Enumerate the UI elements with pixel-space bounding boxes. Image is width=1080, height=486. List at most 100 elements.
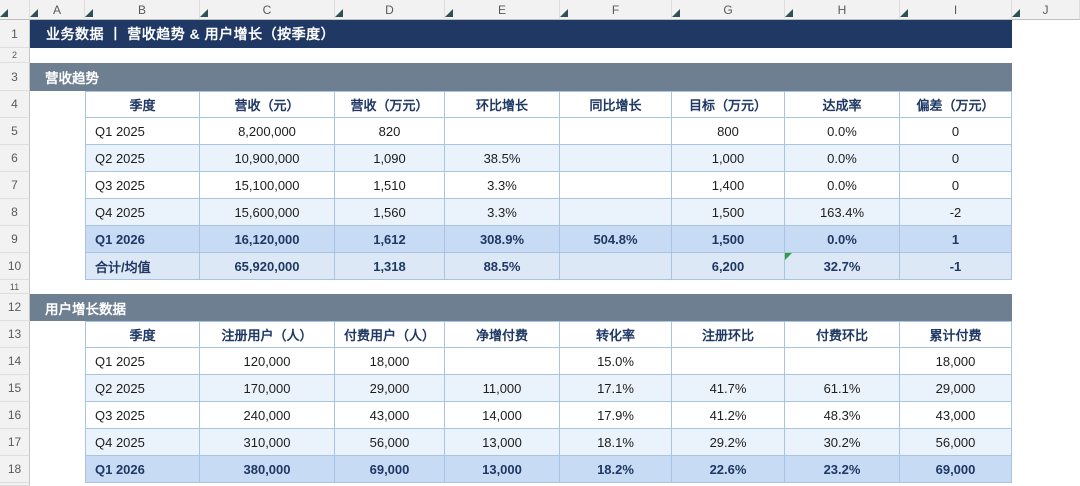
row-header-15[interactable]: 15	[0, 375, 30, 402]
cell[interactable]: 310,000	[200, 429, 335, 456]
cell[interactable]: 1,000	[672, 145, 785, 172]
cell[interactable]: Q4 2025	[85, 429, 200, 456]
cell[interactable]	[85, 280, 1067, 294]
cell[interactable]: Q1 2026	[85, 456, 200, 483]
cell[interactable]: 8,200,000	[200, 118, 335, 145]
cell[interactable]: 13,000	[445, 429, 560, 456]
cell[interactable]: 偏差（万元）	[900, 91, 1012, 118]
cell[interactable]: 1,612	[335, 226, 445, 253]
cell[interactable]: 营收（万元）	[335, 91, 445, 118]
cell[interactable]	[30, 483, 85, 486]
cell[interactable]: 29.2%	[672, 429, 785, 456]
cell[interactable]	[1012, 226, 1080, 253]
cell[interactable]: 56,000	[900, 429, 1012, 456]
cell[interactable]	[30, 456, 85, 483]
cell[interactable]	[1012, 199, 1080, 226]
cell[interactable]: 3.3%	[445, 172, 560, 199]
cell[interactable]: 240,000	[200, 402, 335, 429]
cell[interactable]: 14,000	[445, 402, 560, 429]
cell[interactable]: -1	[900, 253, 1012, 280]
cell[interactable]: 69,000	[900, 456, 1012, 483]
column-header-F[interactable]: F	[560, 0, 672, 20]
cell[interactable]	[1012, 402, 1080, 429]
cell[interactable]	[30, 199, 85, 226]
cell[interactable]: 0.0%	[785, 118, 900, 145]
cell[interactable]	[30, 172, 85, 199]
cell[interactable]: 41.7%	[672, 375, 785, 402]
cell[interactable]: 29,000	[900, 375, 1012, 402]
row-header-18[interactable]: 18	[0, 456, 30, 483]
cell[interactable]	[30, 91, 85, 118]
cell[interactable]	[1067, 280, 1080, 294]
cell[interactable]: 合计/均值	[85, 253, 200, 280]
cell[interactable]: 43,000	[900, 402, 1012, 429]
cell[interactable]	[1012, 20, 1080, 48]
cell[interactable]: 163.4%	[785, 199, 900, 226]
cell[interactable]	[1012, 429, 1080, 456]
cell[interactable]: 同比增长	[560, 91, 672, 118]
cell[interactable]: 注册用户（人）	[200, 321, 335, 348]
row-header-11[interactable]: 11	[0, 280, 30, 294]
cell[interactable]: 3.3%	[445, 199, 560, 226]
cell[interactable]: 16,120,000	[200, 226, 335, 253]
cell[interactable]: 11,000	[445, 375, 560, 402]
cell[interactable]	[560, 145, 672, 172]
cell[interactable]	[30, 402, 85, 429]
cell[interactable]: 营收（元）	[200, 91, 335, 118]
cell[interactable]: 18,000	[900, 348, 1012, 375]
column-header-D[interactable]: D	[335, 0, 445, 20]
column-header-G[interactable]: G	[672, 0, 785, 20]
cell[interactable]: Q2 2025	[85, 375, 200, 402]
cell[interactable]: 1,560	[335, 199, 445, 226]
column-header-B[interactable]: B	[85, 0, 200, 20]
cell[interactable]: 1,400	[672, 172, 785, 199]
cell[interactable]: 380,000	[200, 456, 335, 483]
row-header-6[interactable]: 6	[0, 145, 30, 172]
cell[interactable]	[30, 226, 85, 253]
cell[interactable]	[30, 280, 85, 294]
cell[interactable]: 800	[672, 118, 785, 145]
cell[interactable]: -2	[900, 199, 1012, 226]
cell[interactable]	[445, 118, 560, 145]
cell[interactable]: 17.1%	[560, 375, 672, 402]
cell[interactable]: 23.2%	[785, 456, 900, 483]
cell[interactable]: 转化率	[560, 321, 672, 348]
cell[interactable]	[560, 253, 672, 280]
cell[interactable]: Q2 2025	[85, 145, 200, 172]
cell[interactable]: 43,000	[335, 402, 445, 429]
cell[interactable]	[30, 253, 85, 280]
cell[interactable]: 56,000	[335, 429, 445, 456]
column-header-A[interactable]: A	[30, 0, 85, 20]
cell[interactable]: 41.2%	[672, 402, 785, 429]
cell[interactable]	[560, 172, 672, 199]
cell[interactable]: 170,000	[200, 375, 335, 402]
row-header-17[interactable]: 17	[0, 429, 30, 456]
cell[interactable]	[1012, 63, 1080, 91]
cell[interactable]	[30, 48, 85, 63]
cell[interactable]: 季度	[85, 321, 200, 348]
row-header-2[interactable]: 2	[0, 48, 30, 63]
cell[interactable]: 1,500	[672, 199, 785, 226]
cell[interactable]	[1012, 145, 1080, 172]
cell[interactable]: Q3 2025	[85, 172, 200, 199]
cell[interactable]: 1,090	[335, 145, 445, 172]
title-banner-cell[interactable]: 业务数据 丨 营收趋势 & 用户增长（按季度）	[30, 20, 1012, 48]
row-header-13[interactable]: 13	[0, 321, 30, 348]
cell[interactable]: 1,318	[335, 253, 445, 280]
row-header-10[interactable]: 10	[0, 253, 30, 280]
column-header-I[interactable]: I	[900, 0, 1012, 20]
cell[interactable]	[85, 48, 1067, 63]
cell[interactable]: 6,200	[672, 253, 785, 280]
cell[interactable]	[30, 348, 85, 375]
cell[interactable]: 1,500	[672, 226, 785, 253]
cell[interactable]	[1067, 483, 1080, 486]
cell[interactable]: 付费用户（人）	[335, 321, 445, 348]
cell[interactable]	[30, 375, 85, 402]
column-header-C[interactable]: C	[200, 0, 335, 20]
section-header-revenue[interactable]: 营收趋势	[30, 63, 1012, 91]
column-header-E[interactable]: E	[445, 0, 560, 20]
cell[interactable]: 61.1%	[785, 375, 900, 402]
cell[interactable]: 0	[900, 172, 1012, 199]
cell[interactable]: 22.6%	[672, 456, 785, 483]
cell[interactable]: 注册环比	[672, 321, 785, 348]
